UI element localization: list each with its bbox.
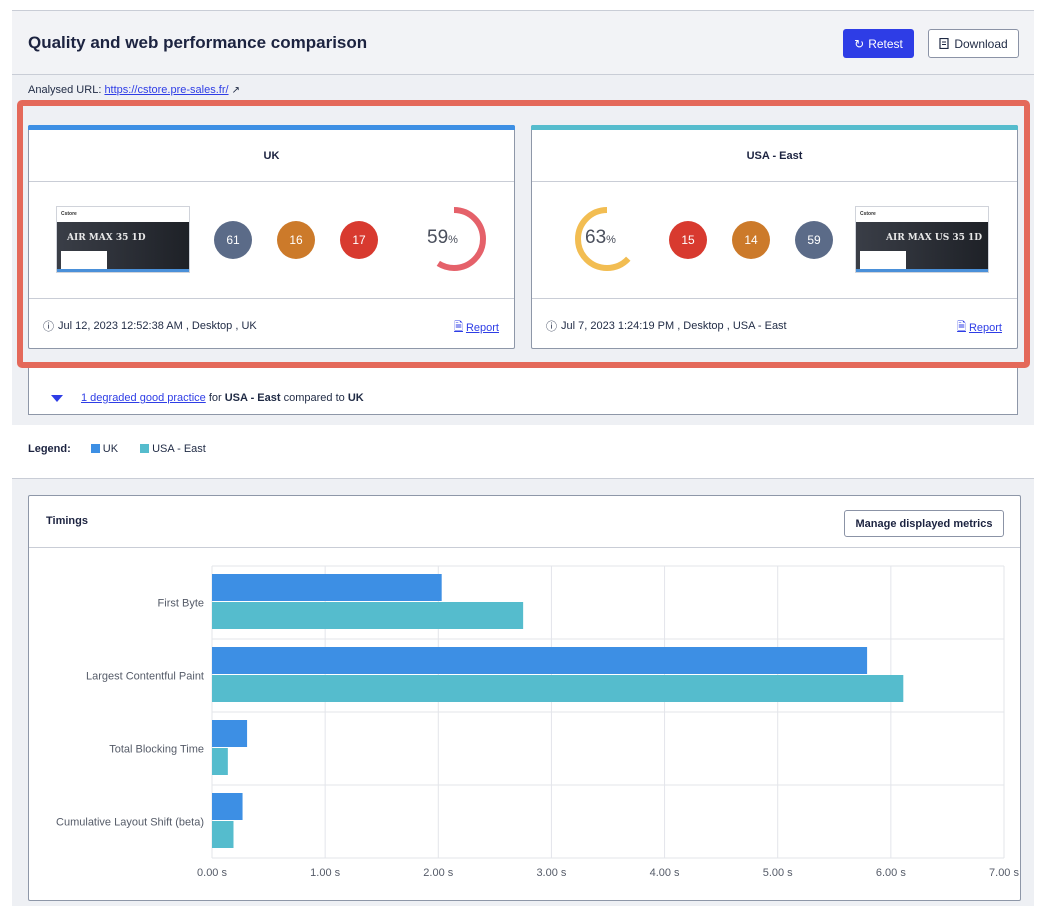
legend-item-uk: UK [90, 443, 118, 455]
report-link[interactable]: 🗎 Report [454, 318, 499, 337]
gauge-value: 63% [585, 227, 616, 248]
bar-uk [212, 720, 248, 747]
comparison-panel: Quality and web performance comparison ↻… [12, 10, 1034, 425]
test-info: ⓘ Jul 12, 2023 12:52:38 AM , Desktop , U… [43, 318, 257, 334]
degraded-link[interactable]: 1 degraded good practice [81, 392, 206, 404]
bar-uk [212, 647, 868, 674]
info-icon: ⓘ [43, 321, 54, 333]
score-gauge [422, 207, 486, 271]
page-screenshot-thumbnail[interactable]: Cstore AIR MAX 35 1D [56, 206, 190, 273]
timings-title: Timings [46, 515, 88, 527]
analysed-url-row: Analysed URL: https://cstore.pre-sales.f… [28, 84, 240, 96]
divider [532, 181, 1017, 182]
bar-usa-east [212, 675, 904, 702]
pdf-icon [939, 38, 949, 49]
legend: Legend: UK USA - East [28, 443, 220, 455]
refresh-icon: ↻ [854, 36, 865, 51]
score-circle: 17 [340, 221, 378, 259]
page-screenshot-thumbnail[interactable]: Cstore AIR MAX US 35 1D [855, 206, 989, 273]
report-link[interactable]: 🗎 Report [957, 318, 1002, 337]
card-color-bar [28, 125, 515, 130]
screenshot-hero-text: AIR MAX 35 1D [67, 233, 146, 243]
divider [29, 298, 514, 299]
x-tick-label: 5.00 s [763, 867, 793, 879]
score-circle: 16 [277, 221, 315, 259]
gauge-value: 59% [427, 227, 458, 248]
test-info-text: Jul 12, 2023 12:52:38 AM , Desktop , UK [58, 320, 257, 332]
test-info-text: Jul 7, 2023 1:24:19 PM , Desktop , USA -… [561, 320, 787, 332]
degraded-practices-row[interactable]: 1 degraded good practice for USA - East … [28, 367, 1018, 415]
chart-section: Timings Manage displayed metrics 0.00 s 1… [12, 478, 1034, 906]
page-header: Quality and web performance comparison ↻… [12, 11, 1034, 75]
degraded-summary: 1 degraded good practice for USA - East … [81, 392, 364, 404]
score-circle: 61 [214, 221, 252, 259]
screenshot-logo: Cstore [860, 211, 876, 217]
bar-usa-east [212, 748, 228, 775]
document-icon: 🗎 [454, 321, 463, 333]
manage-metrics-button[interactable]: Manage displayed metrics [844, 510, 1004, 537]
bar-uk [212, 574, 442, 601]
bar-uk [212, 793, 243, 820]
card-color-bar [531, 125, 1018, 130]
report-label: Report [465, 321, 499, 334]
legend-label: Legend: [28, 443, 71, 455]
card-title: UK [263, 150, 280, 162]
x-tick-label: 4.00 s [650, 867, 680, 879]
screenshot-hero-text: AIR MAX US 35 1D [886, 233, 983, 243]
x-tick-label: 7.00 s [989, 867, 1019, 879]
screenshot-logo: Cstore [61, 211, 77, 217]
x-tick-label: 2.00 s [423, 867, 453, 879]
external-link-icon[interactable]: ↗ [231, 85, 240, 96]
document-icon: 🗎 [957, 321, 966, 333]
legend-item-usa-east: USA - East [140, 443, 206, 455]
category-label: Total Blocking Time [109, 744, 204, 756]
x-tick-label: 1.00 s [310, 867, 340, 879]
score-circle: 14 [732, 221, 770, 259]
category-label: First Byte [158, 598, 204, 610]
test-info: ⓘ Jul 7, 2023 1:24:19 PM , Desktop , USA… [546, 318, 787, 334]
x-tick-label: 6.00 s [876, 867, 906, 879]
retest-button[interactable]: ↻ Retest [843, 29, 914, 58]
download-button[interactable]: Download [928, 29, 1019, 58]
bar-usa-east [212, 821, 234, 848]
timings-card: Timings Manage displayed metrics 0.00 s 1… [28, 495, 1021, 901]
x-tick-label: 0.00 s [197, 867, 227, 879]
report-label: Report [968, 321, 1002, 334]
bar-usa-east [212, 602, 524, 629]
divider [29, 181, 514, 182]
score-circle: 59 [795, 221, 833, 259]
score-gauge [575, 207, 639, 271]
divider [532, 298, 1017, 299]
category-label: Largest Contentful Paint [86, 671, 204, 683]
expand-triangle-icon[interactable] [51, 395, 63, 402]
x-tick-label: 3.00 s [536, 867, 566, 879]
info-icon: ⓘ [546, 321, 557, 333]
download-label: Download [954, 36, 1008, 51]
timings-chart: 0.00 s 1.00 s 2.00 s 3.00 s 4.00 s 5.00 s 6.00… [56, 565, 1019, 879]
score-circle: 15 [669, 221, 707, 259]
analysed-url-link[interactable]: https://cstore.pre-sales.fr/ [104, 84, 229, 96]
page-title: Quality and web performance comparison [28, 33, 368, 52]
retest-label: Retest [868, 36, 903, 51]
category-label: Cumulative Layout Shift (beta) [56, 817, 204, 829]
analysed-url-label: Analysed URL: [28, 84, 102, 96]
location-card-usa-east: USA - East 63% 15 14 59 Cstore AIR MAX U… [531, 125, 1018, 349]
card-title: USA - East [746, 150, 803, 162]
location-card-uk: UK Cstore AIR MAX 35 1D 61 16 17 59% ⓘ J… [28, 125, 515, 349]
timings-header: Timings Manage displayed metrics [29, 496, 1020, 548]
